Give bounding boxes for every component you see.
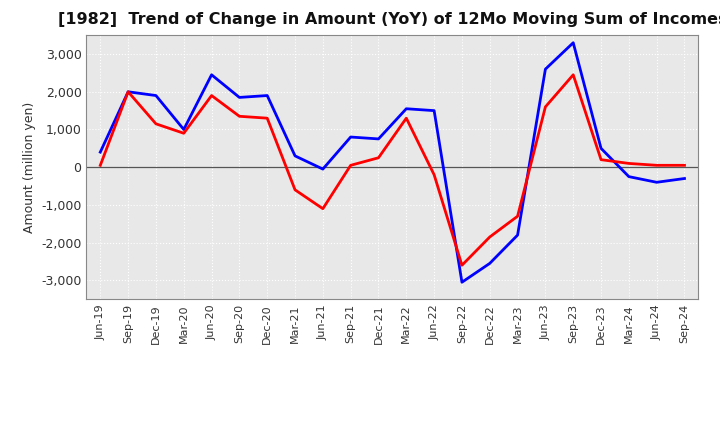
Ordinary Income bbox=[179, 127, 188, 132]
Net Income bbox=[318, 206, 327, 211]
Net Income bbox=[346, 163, 355, 168]
Ordinary Income bbox=[652, 180, 661, 185]
Ordinary Income bbox=[458, 279, 467, 285]
Ordinary Income bbox=[207, 72, 216, 77]
Ordinary Income bbox=[124, 89, 132, 95]
Net Income bbox=[179, 131, 188, 136]
Net Income bbox=[430, 172, 438, 177]
Ordinary Income bbox=[152, 93, 161, 98]
Net Income bbox=[680, 163, 689, 168]
Line: Net Income: Net Income bbox=[100, 75, 685, 265]
Net Income bbox=[458, 263, 467, 268]
Line: Ordinary Income: Ordinary Income bbox=[100, 43, 685, 282]
Net Income bbox=[624, 161, 633, 166]
Net Income bbox=[291, 187, 300, 192]
Ordinary Income bbox=[485, 261, 494, 266]
Net Income bbox=[124, 89, 132, 95]
Net Income bbox=[569, 72, 577, 77]
Ordinary Income bbox=[430, 108, 438, 113]
Ordinary Income bbox=[346, 134, 355, 139]
Title: [1982]  Trend of Change in Amount (YoY) of 12Mo Moving Sum of Incomes: [1982] Trend of Change in Amount (YoY) o… bbox=[58, 12, 720, 27]
Ordinary Income bbox=[374, 136, 383, 142]
Ordinary Income bbox=[513, 232, 522, 238]
Net Income bbox=[152, 121, 161, 126]
Net Income bbox=[597, 157, 606, 162]
Ordinary Income bbox=[680, 176, 689, 181]
Net Income bbox=[485, 235, 494, 240]
Ordinary Income bbox=[569, 40, 577, 45]
Ordinary Income bbox=[318, 166, 327, 172]
Ordinary Income bbox=[96, 150, 104, 155]
Ordinary Income bbox=[597, 146, 606, 151]
Net Income bbox=[235, 114, 243, 119]
Net Income bbox=[207, 93, 216, 98]
Ordinary Income bbox=[402, 106, 410, 111]
Net Income bbox=[374, 155, 383, 161]
Ordinary Income bbox=[263, 93, 271, 98]
Net Income bbox=[402, 116, 410, 121]
Ordinary Income bbox=[235, 95, 243, 100]
Net Income bbox=[96, 163, 104, 168]
Net Income bbox=[263, 116, 271, 121]
Net Income bbox=[541, 104, 550, 110]
Y-axis label: Amount (million yen): Amount (million yen) bbox=[22, 102, 35, 233]
Ordinary Income bbox=[624, 174, 633, 179]
Ordinary Income bbox=[291, 153, 300, 158]
Net Income bbox=[652, 163, 661, 168]
Net Income bbox=[513, 213, 522, 219]
Ordinary Income bbox=[541, 66, 550, 72]
